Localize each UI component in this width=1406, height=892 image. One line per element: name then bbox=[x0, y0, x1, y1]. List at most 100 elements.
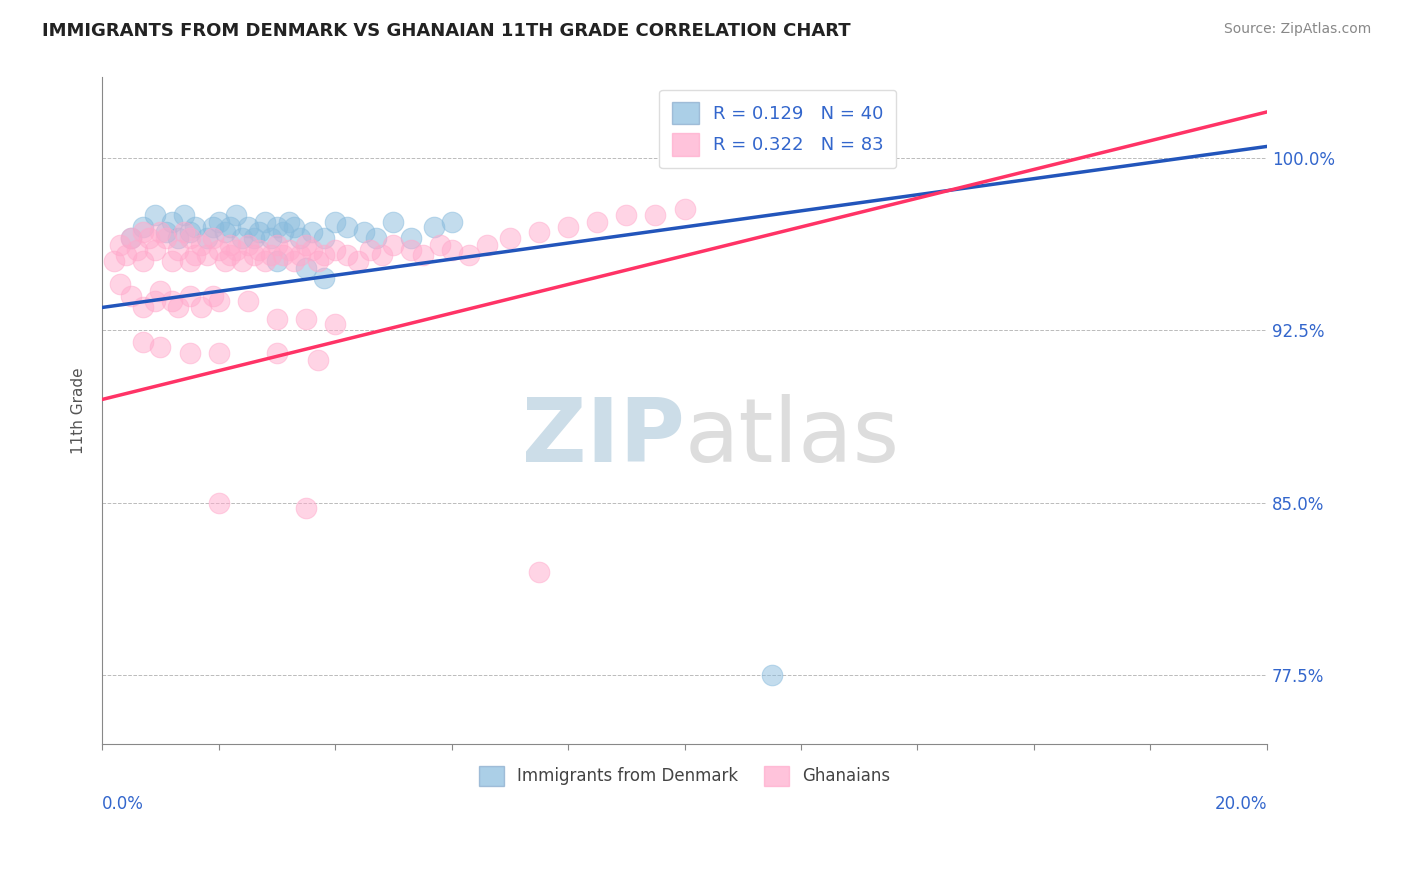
Point bbox=[214, 225, 236, 239]
Text: 20.0%: 20.0% bbox=[1215, 795, 1267, 813]
Point bbox=[167, 301, 190, 315]
Point bbox=[399, 243, 422, 257]
Point bbox=[260, 247, 283, 261]
Point bbox=[644, 209, 666, 223]
Point bbox=[201, 289, 224, 303]
Point bbox=[614, 209, 637, 223]
Point bbox=[132, 219, 155, 234]
Point bbox=[160, 293, 183, 308]
Text: ZIP: ZIP bbox=[522, 394, 685, 481]
Point bbox=[219, 238, 242, 252]
Point bbox=[184, 247, 207, 261]
Point bbox=[149, 340, 172, 354]
Point bbox=[219, 247, 242, 261]
Point bbox=[283, 219, 305, 234]
Point bbox=[208, 243, 231, 257]
Point bbox=[231, 254, 253, 268]
Point bbox=[120, 231, 142, 245]
Point bbox=[138, 231, 160, 245]
Point bbox=[108, 277, 131, 292]
Point bbox=[179, 231, 201, 245]
Point bbox=[143, 243, 166, 257]
Point bbox=[219, 219, 242, 234]
Point bbox=[323, 243, 346, 257]
Point bbox=[103, 254, 125, 268]
Point bbox=[132, 254, 155, 268]
Point bbox=[586, 215, 609, 229]
Point bbox=[179, 254, 201, 268]
Point bbox=[364, 231, 387, 245]
Point bbox=[195, 231, 218, 245]
Point bbox=[266, 346, 288, 360]
Point bbox=[301, 225, 323, 239]
Point bbox=[167, 231, 190, 245]
Point bbox=[201, 219, 224, 234]
Point bbox=[458, 247, 481, 261]
Point bbox=[132, 225, 155, 239]
Point bbox=[120, 231, 142, 245]
Text: atlas: atlas bbox=[685, 394, 900, 481]
Point bbox=[149, 225, 172, 239]
Point bbox=[184, 219, 207, 234]
Point bbox=[114, 247, 136, 261]
Point bbox=[312, 247, 335, 261]
Y-axis label: 11th Grade: 11th Grade bbox=[72, 368, 86, 454]
Point bbox=[557, 219, 579, 234]
Point bbox=[242, 247, 264, 261]
Point bbox=[353, 225, 375, 239]
Point bbox=[236, 219, 259, 234]
Point bbox=[160, 254, 183, 268]
Point bbox=[266, 238, 288, 252]
Point bbox=[277, 215, 299, 229]
Point bbox=[307, 254, 329, 268]
Text: Source: ZipAtlas.com: Source: ZipAtlas.com bbox=[1223, 22, 1371, 37]
Point bbox=[236, 238, 259, 252]
Point bbox=[127, 243, 149, 257]
Point bbox=[208, 346, 231, 360]
Point bbox=[323, 215, 346, 229]
Point bbox=[283, 254, 305, 268]
Point bbox=[190, 238, 212, 252]
Point bbox=[347, 254, 370, 268]
Point bbox=[277, 243, 299, 257]
Point bbox=[266, 219, 288, 234]
Point bbox=[312, 231, 335, 245]
Point bbox=[295, 238, 318, 252]
Point bbox=[179, 346, 201, 360]
Point bbox=[307, 353, 329, 368]
Point bbox=[382, 215, 405, 229]
Point bbox=[132, 301, 155, 315]
Point bbox=[382, 238, 405, 252]
Point bbox=[155, 225, 177, 239]
Point bbox=[201, 231, 224, 245]
Point bbox=[108, 238, 131, 252]
Point bbox=[271, 225, 294, 239]
Point bbox=[290, 231, 312, 245]
Point bbox=[214, 254, 236, 268]
Point bbox=[143, 293, 166, 308]
Point bbox=[173, 225, 195, 239]
Point bbox=[167, 243, 190, 257]
Point bbox=[399, 231, 422, 245]
Legend: Immigrants from Denmark, Ghanaians: Immigrants from Denmark, Ghanaians bbox=[470, 756, 900, 797]
Point bbox=[312, 270, 335, 285]
Point bbox=[254, 254, 277, 268]
Point bbox=[499, 231, 522, 245]
Point bbox=[271, 247, 294, 261]
Point bbox=[527, 225, 550, 239]
Point bbox=[411, 247, 433, 261]
Point bbox=[429, 238, 451, 252]
Point bbox=[132, 334, 155, 349]
Point bbox=[190, 301, 212, 315]
Point bbox=[323, 317, 346, 331]
Point bbox=[260, 231, 283, 245]
Point bbox=[249, 225, 271, 239]
Point bbox=[173, 209, 195, 223]
Point bbox=[359, 243, 381, 257]
Point bbox=[231, 231, 253, 245]
Point bbox=[149, 285, 172, 299]
Point bbox=[290, 247, 312, 261]
Point bbox=[266, 254, 288, 268]
Point bbox=[143, 209, 166, 223]
Point bbox=[295, 500, 318, 515]
